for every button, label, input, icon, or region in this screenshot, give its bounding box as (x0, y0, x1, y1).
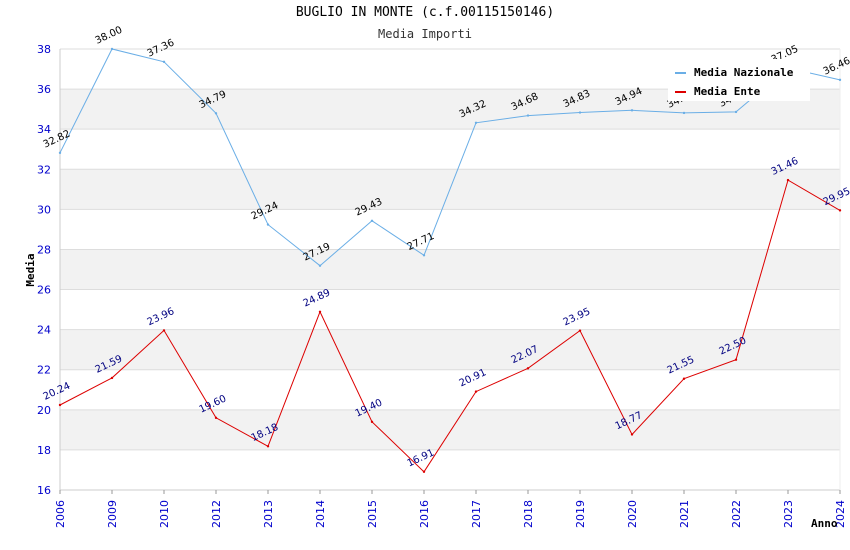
grid-band (60, 409, 840, 450)
data-point (422, 254, 426, 257)
data-point (370, 219, 374, 222)
y-tick-label: 32 (37, 163, 51, 176)
data-point (630, 433, 634, 436)
data-point (162, 329, 166, 332)
y-tick-label: 26 (37, 284, 51, 297)
x-tick-label: 2006 (54, 500, 67, 528)
x-tick-label: 2024 (834, 500, 847, 528)
data-point (474, 121, 478, 124)
data-point (266, 445, 270, 448)
data-point (578, 329, 582, 332)
data-point (734, 110, 738, 114)
y-tick-label: 16 (37, 484, 51, 497)
y-tick-label: 38 (37, 43, 51, 56)
data-point (370, 420, 374, 424)
x-tick-label: 2020 (626, 500, 639, 528)
data-point (214, 112, 218, 115)
data-point (422, 470, 426, 473)
data-label: 20.91 (458, 367, 489, 389)
x-tick-label: 2017 (470, 500, 483, 528)
y-tick-label: 28 (37, 243, 51, 256)
x-axis-label: Anno (811, 517, 838, 530)
data-point (162, 60, 166, 64)
data-point (526, 367, 530, 370)
x-tick-label: 2023 (782, 500, 795, 528)
data-point (682, 377, 686, 380)
series-line (59, 179, 841, 473)
data-point (266, 223, 270, 226)
x-tick-label: 2018 (522, 500, 535, 528)
data-point (526, 114, 530, 117)
data-label: 38.00 (94, 25, 125, 47)
x-tick-label: 2013 (262, 500, 275, 528)
x-tick-label: 2019 (574, 500, 587, 528)
data-point (474, 390, 478, 393)
y-tick-label: 36 (37, 83, 51, 96)
data-point (58, 151, 62, 155)
x-tick-label: 2022 (730, 500, 743, 528)
data-label: 23.95 (562, 306, 593, 328)
legend-box (668, 59, 810, 101)
x-tick-label: 2016 (418, 500, 431, 528)
data-point (838, 209, 842, 212)
chart-title: BUGLIO IN MONTE (c.f.00115150146) (295, 5, 555, 20)
data-point (110, 47, 114, 51)
data-point (58, 403, 62, 407)
data-label: 24.89 (302, 287, 333, 309)
data-point (110, 376, 114, 380)
data-point (214, 416, 218, 420)
data-label: 16.91 (406, 447, 437, 469)
y-tick-label: 20 (37, 404, 51, 417)
data-label: 36.46 (822, 56, 850, 78)
data-label: 23.96 (146, 306, 177, 328)
data-point (734, 358, 738, 361)
data-point (786, 178, 790, 182)
chart-subtitle: Media Importi (378, 27, 472, 41)
data-point (630, 109, 634, 112)
data-point (578, 111, 582, 114)
legend-label: Media Ente (694, 85, 761, 98)
x-tick-label: 2012 (210, 500, 223, 528)
y-tick-label: 24 (37, 324, 51, 337)
y-tick-label: 34 (37, 123, 51, 136)
grid-band (60, 249, 840, 290)
x-tick-label: 2009 (106, 500, 119, 528)
x-tick-label: 2021 (678, 500, 691, 528)
y-axis-label: Media (24, 253, 37, 286)
data-label: 20.24 (42, 381, 73, 403)
data-point (318, 310, 322, 313)
x-tick-label: 2010 (158, 500, 171, 528)
y-tick-label: 30 (37, 203, 51, 216)
data-point (318, 264, 322, 267)
data-point (682, 111, 686, 115)
data-label: 37.36 (146, 37, 177, 59)
data-point (838, 78, 842, 82)
x-tick-label: 2015 (366, 500, 379, 528)
y-tick-label: 18 (37, 444, 51, 457)
grid-band (60, 329, 840, 370)
x-tick-label: 2014 (314, 500, 327, 528)
series-line (59, 48, 841, 267)
y-tick-label: 22 (37, 364, 51, 377)
legend-label: Media Nazionale (694, 66, 794, 79)
